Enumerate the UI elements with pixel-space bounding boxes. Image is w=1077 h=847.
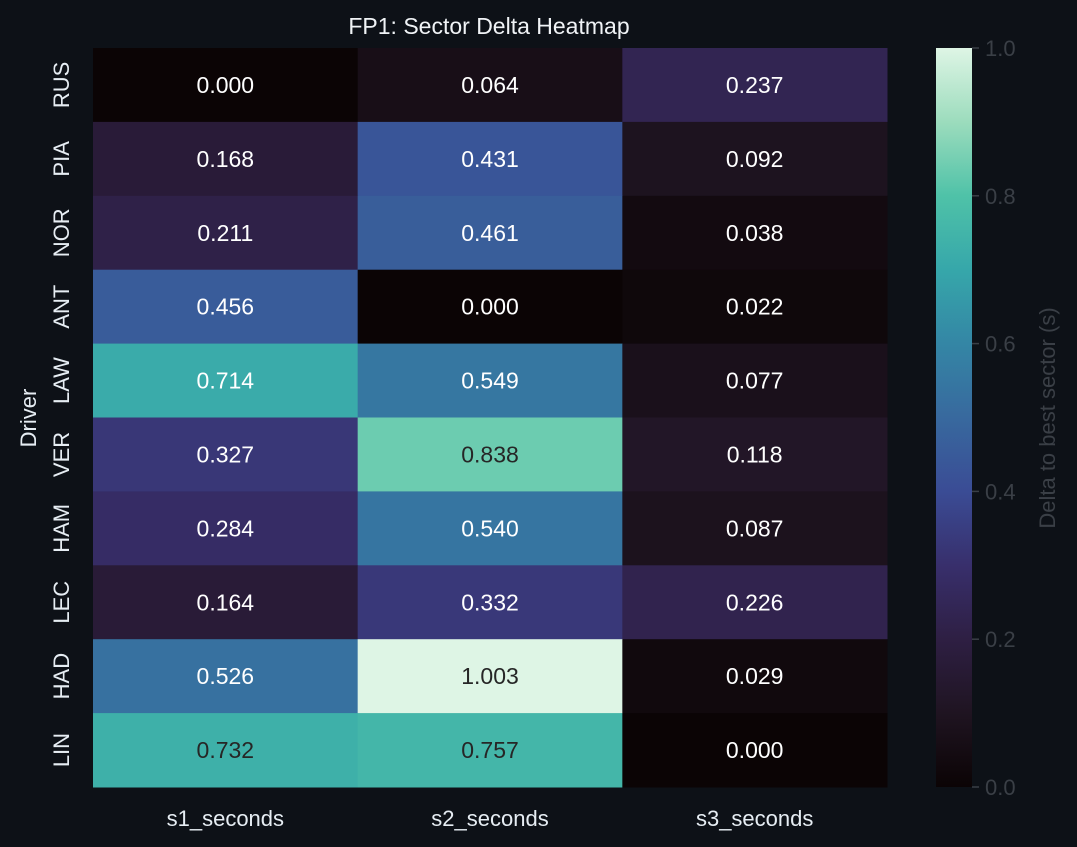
cell-value-label: 0.092 [726, 146, 784, 172]
cell-value-label: 1.003 [461, 663, 519, 689]
cell-value-label: 0.284 [197, 515, 255, 541]
colorbar [936, 48, 972, 787]
y-tick-label: RUS [49, 62, 74, 108]
heatmap-cell [93, 565, 359, 640]
heatmap-cell [93, 269, 359, 345]
heatmap-cell [622, 195, 888, 271]
heatmap-cell [93, 195, 359, 271]
heatmap-cell [357, 343, 623, 418]
cell-value-label: 0.000 [461, 294, 519, 320]
cell-value-label: 0.714 [197, 368, 255, 394]
x-tick-labels: s1_seconds s2_seconds s3_seconds [167, 806, 814, 831]
y-tick-label: LAW [49, 357, 74, 404]
heatmap-cell [93, 417, 359, 492]
cell-value-label: 0.327 [197, 441, 255, 467]
cell-value-label: 0.164 [197, 589, 255, 615]
heatmap-cell [622, 639, 888, 714]
y-tick-label: PIA [49, 141, 74, 177]
cell-value-label: 0.549 [461, 368, 519, 394]
cell-value-label: 0.038 [726, 220, 784, 246]
cell-value-label: 0.732 [197, 737, 255, 763]
heatmap-cell [93, 491, 359, 566]
cell-value-label: 0.461 [461, 220, 519, 246]
cell-value-label: 0.226 [726, 589, 784, 615]
heatmap-cell [357, 565, 623, 640]
cell-value-label: 0.211 [197, 220, 253, 246]
colorbar-tick-label: 1.0 [985, 36, 1016, 61]
heatmap-cell [357, 121, 623, 197]
heatmap-cell [357, 417, 623, 492]
heatmap-cell [357, 269, 623, 345]
cell-value-label: 0.168 [197, 146, 255, 172]
heatmap-cell [357, 48, 623, 123]
heatmap-cell [622, 565, 888, 640]
cell-value-label: 0.526 [197, 663, 255, 689]
colorbar-tick-label: 0.8 [985, 184, 1016, 209]
heatmap-cell [93, 121, 359, 197]
y-tick-label: HAM [49, 504, 74, 553]
x-tick-label: s2_seconds [431, 806, 548, 831]
y-axis-label: Driver [16, 389, 41, 448]
heatmap-cell [93, 713, 359, 788]
cell-value-label: 0.000 [197, 72, 255, 98]
y-tick-label: NOR [49, 208, 74, 257]
cell-value-label: 0.022 [726, 294, 784, 320]
y-tick-label: ANT [49, 285, 74, 329]
cell-value-label: 0.000 [726, 737, 784, 763]
y-tick-label: VER [49, 432, 74, 477]
cell-value-label: 0.029 [726, 663, 784, 689]
cell-value-label: 0.077 [726, 368, 784, 394]
heatmap-cell [622, 491, 888, 566]
heatmap-cell [622, 48, 888, 123]
x-tick-label: s3_seconds [696, 806, 813, 831]
heatmap-cell [357, 491, 623, 566]
heatmap-cell [93, 639, 359, 714]
colorbar-tick-label: 0.0 [985, 775, 1016, 800]
cell-value-label: 0.237 [726, 72, 784, 98]
cell-value-label: 0.431 [461, 146, 519, 172]
x-tick-label: s1_seconds [167, 806, 284, 831]
heatmap-cell [622, 713, 888, 788]
cell-value-label: 0.087 [726, 515, 784, 541]
heatmap-cell [622, 121, 888, 197]
cell-value-label: 0.332 [461, 589, 519, 615]
heatmap-cells: 0.000 0.064 0.237 0.168 0.431 0.092 0.211 0.461… [93, 48, 888, 788]
colorbar-tick-label: 0.2 [985, 627, 1016, 652]
heatmap-cell [622, 269, 888, 345]
cell-value-label: 0.064 [461, 72, 519, 98]
heatmap-cell [357, 195, 623, 271]
heatmap-cell [622, 343, 888, 418]
cell-value-label: 0.456 [197, 294, 255, 320]
colorbar-tick-label: 0.6 [985, 332, 1016, 357]
colorbar-tick-label: 0.4 [985, 479, 1016, 504]
colorbar-ticks: 0.0 0.2 0.4 0.6 0.8 1.0 [972, 36, 1016, 800]
heatmap-cell [93, 48, 359, 123]
heatmap-cell [357, 639, 623, 714]
cell-value-label: 0.838 [461, 441, 519, 467]
chart-title: FP1: Sector Delta Heatmap [348, 13, 629, 39]
heatmap-cell [93, 343, 359, 418]
cell-value-label: 0.118 [727, 441, 783, 467]
y-tick-label: LIN [49, 733, 74, 767]
heatmap-cell [357, 713, 623, 788]
y-tick-label: LEC [49, 581, 74, 624]
heatmap-cell [622, 417, 888, 492]
cell-value-label: 0.757 [461, 737, 519, 763]
cell-value-label: 0.540 [461, 515, 519, 541]
colorbar-label: Delta to best sector (s) [1035, 307, 1060, 528]
y-tick-label: HAD [49, 653, 74, 699]
y-tick-labels: RUS PIA NOR ANT LAW VER HAM LEC HAD LIN [49, 62, 74, 767]
